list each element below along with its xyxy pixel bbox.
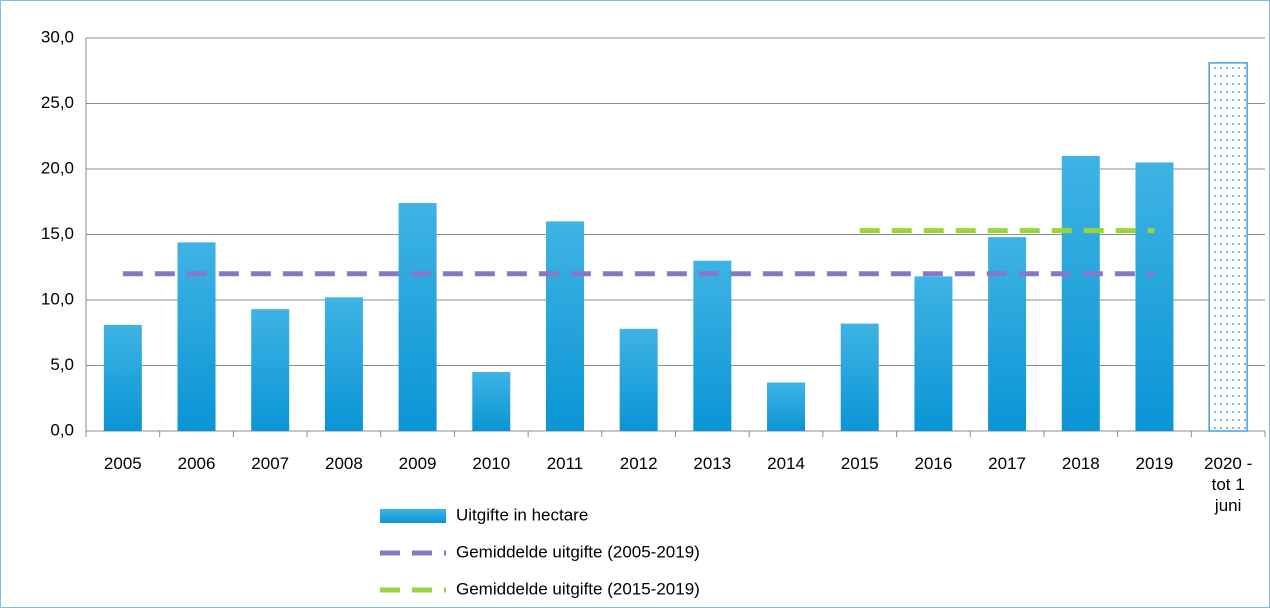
x-tick-label: 2006 — [177, 454, 216, 473]
x-tick-label: 2015 — [840, 454, 879, 473]
x-tick-label: 2018 — [1061, 454, 1100, 473]
y-tick-label: 30,0 — [41, 27, 74, 46]
x-tick-label: 2009 — [398, 454, 437, 473]
y-tick-label: 25,0 — [41, 93, 74, 112]
x-tick-label: 2013 — [693, 454, 732, 473]
legend-label: Gemiddelde uitgifte (2015-2019) — [456, 579, 700, 598]
legend-label: Uitgifte in hectare — [456, 505, 588, 524]
bar — [251, 309, 290, 431]
x-tick-label: 2019 — [1135, 454, 1174, 473]
x-tick-label: 2014 — [767, 454, 805, 473]
bar — [840, 323, 879, 431]
bar — [1208, 62, 1248, 432]
bar — [693, 260, 732, 431]
x-tick-label: 2010 — [472, 454, 511, 473]
x-tick-label: 2016 — [914, 454, 953, 473]
x-tick-label: 2020 - tot 1 juni — [1204, 454, 1253, 515]
bar — [103, 324, 142, 431]
bar — [324, 297, 363, 431]
y-tick-label: 0,0 — [50, 420, 74, 439]
y-tick-label: 5,0 — [50, 355, 74, 374]
y-tick-label: 10,0 — [41, 289, 74, 308]
bar — [914, 276, 953, 431]
x-tick-label: 2012 — [619, 454, 658, 473]
bar — [988, 237, 1027, 431]
x-tick-label: 2008 — [324, 454, 363, 473]
bar — [1061, 155, 1100, 431]
x-tick-label: 2007 — [251, 454, 290, 473]
bar — [545, 221, 584, 431]
bar — [398, 203, 437, 431]
x-tick-label: 2011 — [546, 454, 584, 473]
bar — [619, 328, 658, 431]
y-tick-label: 15,0 — [41, 224, 74, 243]
bar — [767, 382, 806, 431]
bar — [177, 242, 216, 431]
x-tick-label: 2005 — [103, 454, 142, 473]
x-tick-label: 2017 — [988, 454, 1026, 473]
legend-label: Gemiddelde uitgifte (2005-2019) — [456, 542, 700, 561]
y-tick-label: 20,0 — [41, 158, 74, 177]
bar — [1135, 162, 1174, 431]
bar — [472, 372, 511, 431]
legend-swatch — [380, 509, 446, 523]
